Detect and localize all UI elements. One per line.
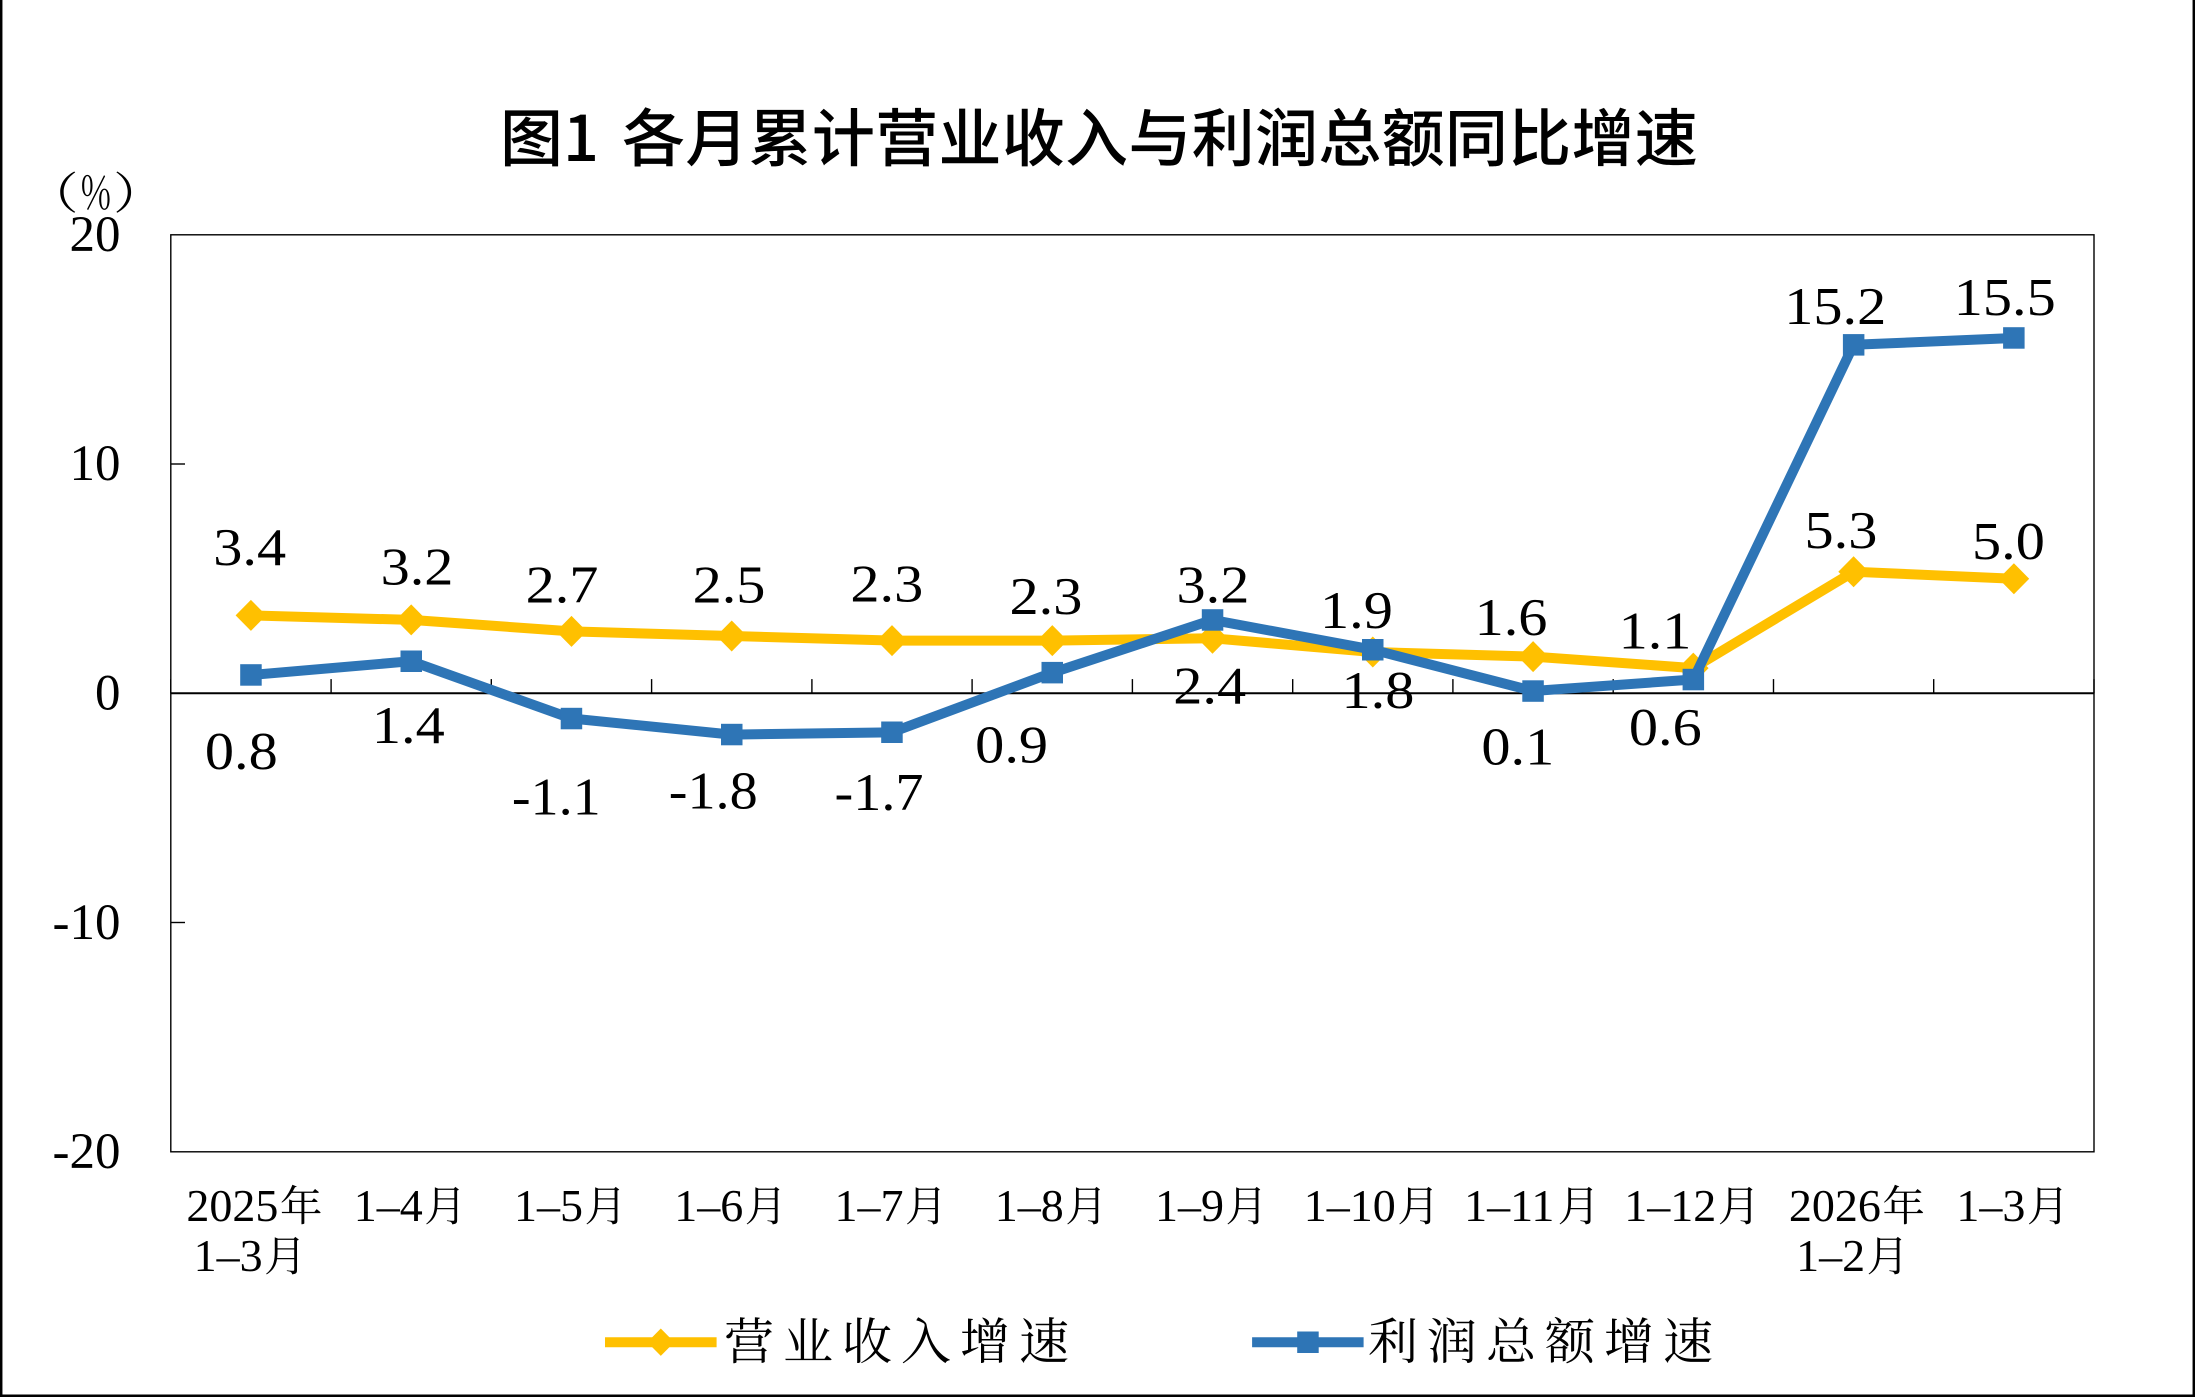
svg-text:1–3: 1–3 bbox=[194, 1230, 263, 1281]
svg-text:1.1: 1.1 bbox=[1619, 602, 1692, 661]
svg-text:2026: 2026 bbox=[1789, 1180, 1881, 1231]
svg-text:5.3: 5.3 bbox=[1804, 501, 1877, 560]
svg-text:3.2: 3.2 bbox=[381, 538, 454, 597]
svg-text:5.0: 5.0 bbox=[1972, 513, 2045, 572]
svg-text:-10: -10 bbox=[53, 895, 121, 951]
svg-text:0.1: 0.1 bbox=[1481, 718, 1554, 777]
svg-text:1.8: 1.8 bbox=[1341, 661, 1414, 720]
svg-text:1–5: 1–5 bbox=[514, 1180, 583, 1231]
svg-text:-1.8: -1.8 bbox=[669, 761, 758, 820]
svg-text:0.9: 0.9 bbox=[975, 716, 1048, 775]
svg-text:0.6: 0.6 bbox=[1629, 699, 1702, 758]
svg-text:1.6: 1.6 bbox=[1475, 588, 1548, 647]
svg-text:-20: -20 bbox=[53, 1124, 121, 1180]
svg-text:-1.7: -1.7 bbox=[835, 762, 924, 821]
svg-text:15.5: 15.5 bbox=[1954, 268, 2056, 327]
svg-text:2.7: 2.7 bbox=[526, 556, 599, 615]
svg-text:10: 10 bbox=[70, 436, 121, 492]
svg-text:2.4: 2.4 bbox=[1173, 657, 1246, 716]
svg-text:15.2: 15.2 bbox=[1784, 277, 1886, 336]
svg-text:1.4: 1.4 bbox=[372, 696, 445, 755]
svg-text:20: 20 bbox=[70, 207, 121, 263]
svg-text:1–11: 1–11 bbox=[1464, 1180, 1554, 1231]
svg-text:2.5: 2.5 bbox=[693, 556, 766, 615]
svg-text:1–7: 1–7 bbox=[835, 1180, 904, 1231]
svg-text:1–4: 1–4 bbox=[354, 1180, 423, 1231]
svg-text:0.8: 0.8 bbox=[205, 722, 278, 781]
svg-text:1–10: 1–10 bbox=[1304, 1180, 1396, 1231]
svg-text:-1.1: -1.1 bbox=[512, 767, 601, 826]
svg-text:1–12: 1–12 bbox=[1624, 1180, 1716, 1231]
svg-text:2025: 2025 bbox=[186, 1180, 278, 1231]
svg-text:2.3: 2.3 bbox=[850, 555, 923, 614]
svg-text:1–3: 1–3 bbox=[1956, 1180, 2025, 1231]
svg-text:1–2: 1–2 bbox=[1796, 1230, 1865, 1281]
svg-text:1.9: 1.9 bbox=[1320, 581, 1393, 640]
svg-text:0: 0 bbox=[95, 666, 121, 722]
svg-text:2.3: 2.3 bbox=[1009, 567, 1082, 626]
svg-text:1–8: 1–8 bbox=[995, 1180, 1064, 1231]
svg-text:3.2: 3.2 bbox=[1176, 556, 1249, 615]
svg-text:3.4: 3.4 bbox=[213, 518, 286, 577]
svg-text:1–6: 1–6 bbox=[674, 1180, 743, 1231]
svg-text:1–9: 1–9 bbox=[1155, 1180, 1224, 1231]
